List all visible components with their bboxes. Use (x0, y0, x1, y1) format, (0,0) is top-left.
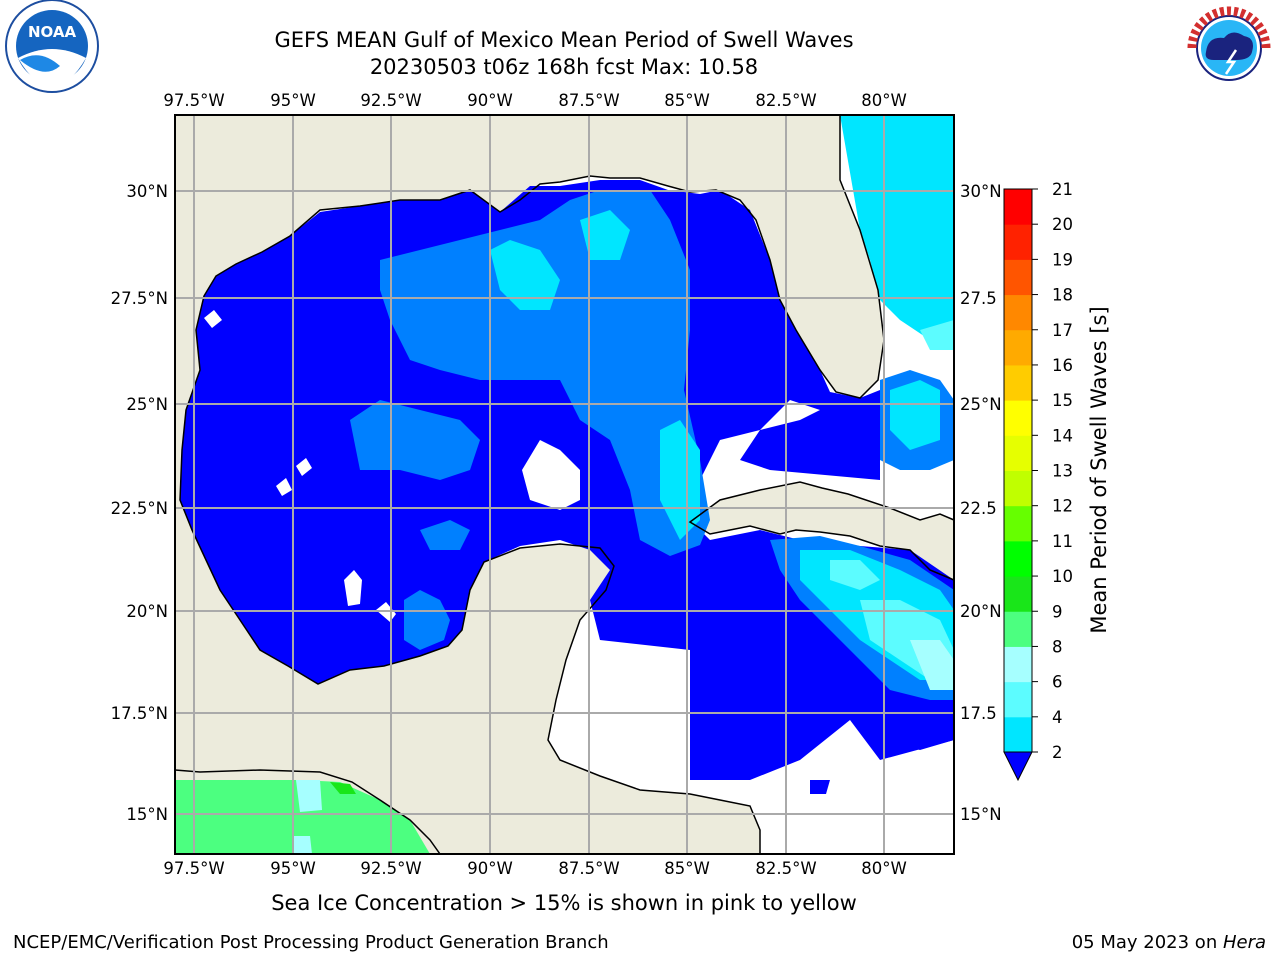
lon-label: 82.5°W (755, 91, 816, 110)
colorbar-tick-label: 21 (1052, 180, 1073, 199)
footer-date: 05 May 2023 on (1071, 932, 1223, 953)
lat-label: 25°N (126, 395, 168, 414)
colorbar-tick-label: 20 (1052, 215, 1073, 234)
lon-label: 87.5°W (558, 91, 619, 110)
footer-host: Hera (1222, 932, 1266, 953)
lon-label: 90°W (467, 859, 513, 878)
lat-label: 30°N (126, 182, 168, 201)
lon-label: 80°W (861, 91, 907, 110)
lat-label: 17.5°N (111, 704, 168, 723)
lat-label: 15°N (960, 805, 1002, 824)
lon-labels-bottom: 97.5°W 95°W 92.5°W 90°W 87.5°W 85°W 82.5… (163, 859, 906, 878)
colorbar-segment (1004, 400, 1032, 436)
colorbar-tick-label: 14 (1052, 426, 1073, 445)
lon-label: 92.5°W (360, 91, 421, 110)
lat-label: 20°N (960, 602, 1002, 621)
colorbar-tick-label: 4 (1052, 708, 1063, 727)
lon-label: 95°W (270, 91, 316, 110)
noaa-logo: NOAA (5, 0, 99, 93)
nws-logo (1182, 1, 1276, 95)
footer-timestamp: 05 May 2023 on Hera (1072, 932, 1266, 953)
colorbar-segment (1004, 681, 1032, 718)
lat-label: 27.5 (960, 289, 997, 308)
lat-label: 22.5 (960, 499, 997, 518)
lat-label: 15°N (126, 805, 168, 824)
colorbar-segment (1004, 224, 1032, 260)
colorbar-segment (1004, 576, 1032, 612)
lat-labels-left: 30°N 27.5°N 25°N 22.5°N 20°N 17.5°N 15°N (111, 182, 168, 824)
map-frame (174, 114, 955, 855)
colorbar-tick-label: 19 (1052, 250, 1073, 269)
lat-label: 27.5°N (111, 289, 168, 308)
map-area (175, 115, 954, 854)
lat-labels-right: 30°N 27.5 25°N 22.5 20°N 17.5 15°N (960, 182, 1002, 824)
colorbar-tick-label: 16 (1052, 356, 1073, 375)
colorbar-segment (1004, 294, 1032, 331)
lon-label: 82.5°W (755, 859, 816, 878)
colorbar-segment (1004, 505, 1032, 542)
colorbar-tick-label: 11 (1052, 532, 1073, 551)
graticule (175, 115, 954, 854)
colorbar-tick-label: 9 (1052, 602, 1063, 621)
colorbar-tick-label: 8 (1052, 637, 1063, 656)
colorbar-extend-arrow (1003, 751, 1033, 782)
map-subtitle: 20230503 t06z 168h fcst Max: 10.58 (369, 55, 759, 79)
colorbar-tick-label: 2 (1052, 743, 1063, 762)
svg-text:NOAA: NOAA (28, 23, 77, 41)
lon-label: 97.5°W (163, 859, 224, 878)
lon-label: 87.5°W (558, 859, 619, 878)
lat-label: 25°N (960, 395, 1002, 414)
lon-labels-top: 97.5°W 95°W 92.5°W 90°W 87.5°W 85°W 82.5… (163, 91, 906, 110)
colorbar-segment (1004, 646, 1032, 683)
colorbar-tick-label: 10 (1052, 567, 1073, 586)
colorbar-segment (1004, 611, 1032, 647)
lat-label: 30°N (960, 182, 1002, 201)
swell-period-field (175, 115, 954, 854)
colorbar-segment (1004, 329, 1032, 366)
colorbar-segment (1004, 540, 1032, 577)
colorbar: 2 4 6 8 9 10 11 12 13 14 15 16 17 18 19 20 21 (1003, 180, 1073, 782)
colorbar-tick-label: 18 (1052, 286, 1073, 305)
footer-credit: NCEP/EMC/Verification Post Processing Pr… (13, 932, 609, 953)
colorbar-segment (1004, 716, 1032, 753)
lon-label: 85°W (664, 91, 710, 110)
lat-label: 20°N (126, 602, 168, 621)
sea-ice-note: Sea Ice Concentration > 15% is shown in … (271, 891, 857, 915)
colorbar-segment (1004, 470, 1032, 507)
map-title: GEFS MEAN Gulf of Mexico Mean Period of … (274, 28, 854, 52)
colorbar-tick-label: 12 (1052, 497, 1073, 516)
colorbar-segment (1004, 259, 1032, 296)
colorbar-tick-label: 15 (1052, 391, 1073, 410)
coastlines (175, 115, 954, 854)
colorbar-segment (1004, 189, 1032, 225)
lat-label: 17.5 (960, 704, 997, 723)
colorbar-tick-label: 13 (1052, 462, 1073, 481)
colorbar-tick-label: 17 (1052, 321, 1073, 340)
colorbar-segment (1004, 364, 1032, 401)
lon-label: 92.5°W (360, 859, 421, 878)
lon-label: 80°W (861, 859, 907, 878)
colorbar-label: Mean Period of Swell Waves [s] (1087, 306, 1111, 633)
lon-label: 97.5°W (163, 91, 224, 110)
lon-label: 95°W (270, 859, 316, 878)
colorbar-tick-label: 6 (1052, 673, 1063, 692)
lon-label: 85°W (664, 859, 710, 878)
lat-label: 22.5°N (111, 499, 168, 518)
colorbar-segment (1004, 435, 1032, 471)
lon-label: 90°W (467, 91, 513, 110)
